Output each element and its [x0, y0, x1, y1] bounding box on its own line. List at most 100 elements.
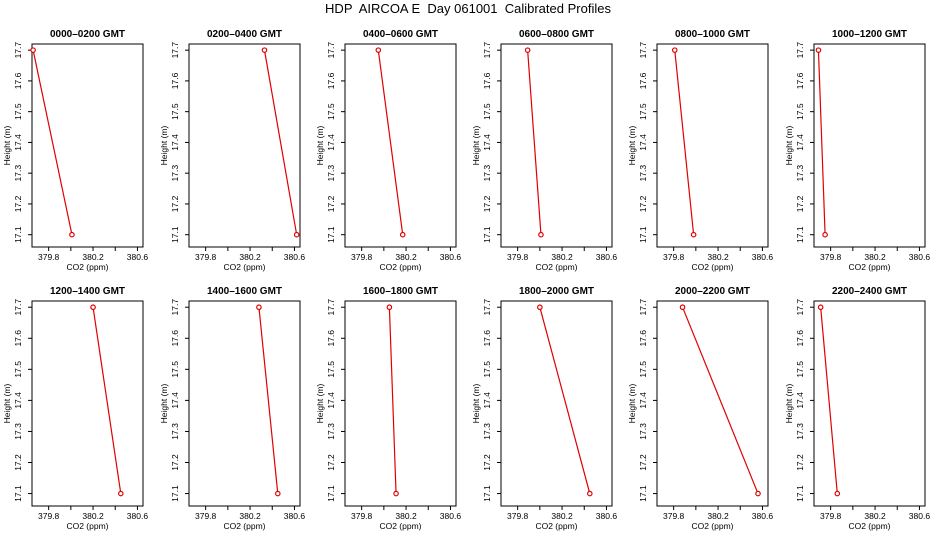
y-tick-label: 17.3 — [795, 165, 805, 182]
x-tick-label: 379.8 — [351, 511, 373, 521]
y-axis-label: Height (m) — [627, 126, 637, 166]
y-tick-label: 17.1 — [482, 485, 492, 502]
x-tick-label: 379.8 — [820, 511, 842, 521]
y-tick-label: 17.2 — [326, 195, 336, 212]
y-axis-label: Height (m) — [471, 126, 481, 166]
y-tick-label: 17.3 — [13, 423, 23, 440]
y-tick-label: 17.4 — [13, 392, 23, 409]
x-tick-label: 380.6 — [127, 252, 149, 262]
y-tick-label: 17.1 — [13, 226, 23, 243]
x-tick-label: 380.6 — [284, 511, 306, 521]
y-tick-label: 17.4 — [170, 392, 180, 409]
y-tick-label: 17.3 — [795, 423, 805, 440]
data-point — [393, 490, 399, 497]
x-axis-label: CO2 (ppm) — [223, 262, 265, 272]
x-axis-label: CO2 (ppm) — [379, 262, 421, 272]
y-tick-label: 17.3 — [170, 165, 180, 182]
y-tick-label: 17.5 — [13, 103, 23, 120]
y-tick-label: 17.2 — [170, 454, 180, 471]
profile-line — [527, 50, 542, 235]
y-tick-label: 17.2 — [795, 454, 805, 471]
y-axis-label: Height (m) — [159, 126, 169, 166]
y-tick-label: 17.1 — [638, 485, 648, 502]
x-tick-label: 380.2 — [864, 252, 886, 262]
y-tick-label: 17.7 — [795, 299, 805, 316]
plot-frame — [188, 43, 301, 248]
y-tick-label: 17.5 — [170, 103, 180, 120]
panel-title: 1200–1400 GMT — [50, 286, 125, 297]
x-tick-label: 380.2 — [82, 252, 104, 262]
profile-line — [377, 50, 404, 235]
y-tick-label: 17.2 — [482, 454, 492, 471]
y-tick-label: 17.4 — [638, 392, 648, 409]
y-tick-label: 17.5 — [326, 103, 336, 120]
x-tick-label: 379.8 — [663, 511, 685, 521]
data-point — [671, 47, 678, 53]
x-tick-label: 380.2 — [395, 511, 417, 521]
y-tick-label: 17.1 — [326, 226, 336, 243]
y-axis-label: Height (m) — [471, 384, 481, 424]
y-tick-label: 17.1 — [170, 485, 180, 502]
y-tick-label: 17.3 — [638, 165, 648, 182]
panel-title: 1800–2000 GMT — [519, 286, 594, 297]
y-tick-label: 17.4 — [170, 134, 180, 151]
plot-frame — [500, 43, 613, 248]
y-tick-label: 17.4 — [13, 134, 23, 151]
y-tick-label: 17.6 — [638, 330, 648, 347]
panel-title: 0600–0800 GMT — [519, 29, 594, 40]
y-tick-label: 17.2 — [482, 195, 492, 212]
y-axis-label: Height (m) — [627, 384, 637, 424]
profile-line — [388, 307, 397, 494]
data-point — [817, 304, 824, 311]
x-axis-label: CO2 (ppm) — [848, 521, 890, 531]
plot-frame — [656, 300, 769, 507]
panel-title: 1400–1600 GMT — [207, 286, 282, 297]
profile-line — [681, 306, 759, 494]
y-tick-label: 17.7 — [13, 42, 23, 59]
x-tick-label: 380.6 — [596, 511, 618, 521]
x-tick-label: 380.2 — [395, 252, 417, 262]
x-axis-label: CO2 (ppm) — [691, 521, 733, 531]
x-tick-label: 380.6 — [127, 511, 149, 521]
x-tick-label: 380.2 — [551, 511, 573, 521]
data-point — [679, 304, 686, 311]
plot-frame — [500, 300, 613, 507]
plot-frame — [813, 300, 926, 507]
x-tick-label: 379.8 — [507, 511, 529, 521]
data-point — [538, 231, 544, 238]
y-tick-label: 17.3 — [482, 423, 492, 440]
data-point — [690, 231, 697, 238]
y-tick-label: 17.4 — [795, 134, 805, 151]
x-axis-label: CO2 (ppm) — [379, 521, 421, 531]
x-tick-label: 380.2 — [707, 511, 729, 521]
plot-frame — [31, 300, 144, 507]
x-tick-label: 379.8 — [38, 511, 60, 521]
y-tick-label: 17.6 — [326, 330, 336, 347]
x-axis-label: CO2 (ppm) — [66, 262, 108, 272]
x-tick-label: 380.2 — [864, 511, 886, 521]
x-tick-label: 380.6 — [284, 252, 306, 262]
x-tick-label: 379.8 — [820, 252, 842, 262]
x-tick-label: 380.6 — [752, 252, 774, 262]
profile-line — [820, 307, 838, 494]
profile-line — [817, 50, 826, 235]
x-tick-label: 380.2 — [707, 252, 729, 262]
y-tick-label: 17.6 — [170, 72, 180, 89]
data-point — [524, 47, 531, 53]
y-axis-label: Height (m) — [784, 384, 794, 424]
y-tick-label: 17.7 — [326, 42, 336, 59]
plot-frame — [344, 43, 457, 248]
y-tick-label: 17.5 — [638, 103, 648, 120]
y-tick-label: 17.6 — [482, 330, 492, 347]
y-tick-label: 17.6 — [326, 72, 336, 89]
y-tick-label: 17.5 — [482, 103, 492, 120]
y-axis-label: Height (m) — [315, 384, 325, 424]
x-tick-label: 379.8 — [38, 252, 60, 262]
plot-frame — [31, 43, 144, 248]
y-tick-label: 17.4 — [326, 392, 336, 409]
x-tick-label: 380.2 — [551, 252, 573, 262]
x-axis-label: CO2 (ppm) — [691, 262, 733, 272]
x-axis-label: CO2 (ppm) — [535, 262, 577, 272]
y-axis-label: Height (m) — [315, 126, 325, 166]
